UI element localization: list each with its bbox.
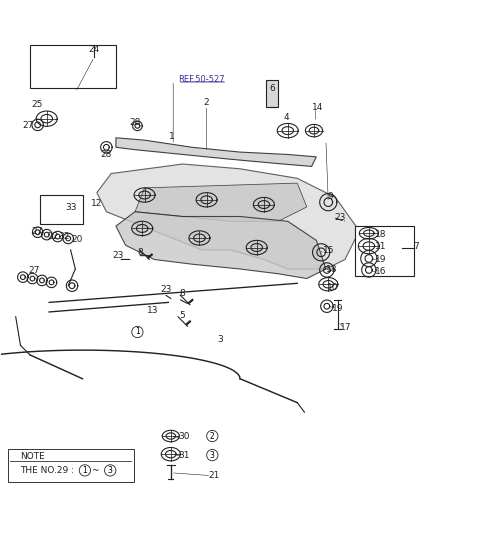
Text: 28: 28: [101, 150, 112, 159]
Text: 31: 31: [178, 451, 190, 459]
Text: 32: 32: [59, 232, 70, 241]
Text: ~: ~: [92, 466, 102, 475]
Text: 17: 17: [340, 323, 352, 332]
Text: 12: 12: [91, 199, 103, 208]
Text: 14: 14: [312, 103, 324, 112]
Text: 18: 18: [375, 230, 386, 239]
Text: 18: 18: [326, 265, 338, 273]
Text: 3: 3: [108, 466, 113, 475]
Text: 1: 1: [83, 466, 87, 475]
Text: 30: 30: [178, 431, 190, 441]
Text: 19: 19: [332, 303, 344, 313]
Text: 9: 9: [328, 192, 334, 201]
Text: 1: 1: [169, 132, 175, 141]
Text: 23: 23: [335, 213, 346, 222]
Text: 27: 27: [22, 122, 33, 130]
Text: 11: 11: [375, 242, 386, 251]
Text: 19: 19: [375, 255, 386, 264]
Text: THE NO.29 :: THE NO.29 :: [20, 466, 74, 475]
Bar: [266, 81, 278, 107]
Text: NOTE: NOTE: [20, 451, 45, 461]
Text: 23: 23: [113, 251, 124, 260]
Text: 27: 27: [28, 266, 39, 275]
Text: 3: 3: [210, 451, 215, 459]
Text: 5: 5: [179, 312, 185, 320]
Text: 4: 4: [284, 113, 289, 122]
Text: 2: 2: [210, 431, 215, 441]
Text: 3: 3: [217, 335, 223, 344]
Text: 13: 13: [147, 307, 159, 315]
Text: 24: 24: [89, 45, 100, 54]
Text: 27: 27: [32, 227, 43, 236]
Polygon shape: [116, 138, 316, 166]
Text: 23: 23: [160, 285, 172, 294]
Text: REF.50-527: REF.50-527: [178, 75, 225, 83]
Text: 22: 22: [48, 232, 59, 241]
Text: 25: 25: [32, 100, 43, 109]
Text: 2: 2: [204, 98, 209, 108]
Polygon shape: [97, 164, 360, 269]
Text: 7: 7: [414, 242, 420, 251]
Polygon shape: [135, 183, 307, 221]
Text: 1: 1: [135, 328, 140, 336]
Text: 28: 28: [129, 117, 141, 126]
Text: 33: 33: [65, 203, 76, 213]
FancyBboxPatch shape: [8, 449, 134, 483]
Text: 21: 21: [208, 471, 219, 480]
Text: 16: 16: [375, 267, 386, 277]
Text: 8: 8: [137, 248, 143, 257]
Polygon shape: [116, 212, 326, 279]
Text: 8: 8: [179, 289, 185, 298]
Text: 15: 15: [323, 246, 334, 256]
Text: 10: 10: [327, 282, 339, 292]
Text: 20: 20: [71, 235, 83, 244]
Text: 6: 6: [270, 84, 276, 93]
Bar: [30, 45, 116, 88]
Bar: [355, 226, 414, 276]
Bar: [39, 195, 83, 224]
